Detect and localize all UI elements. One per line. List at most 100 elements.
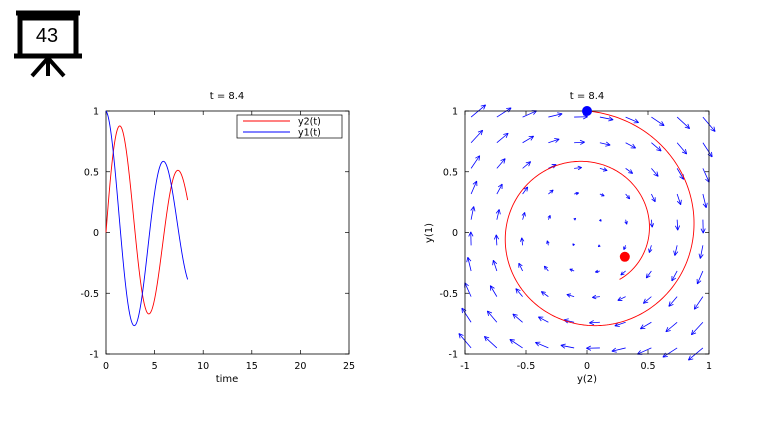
quiver-arrow [665,321,678,333]
chart1-xtick-label: 10 [197,361,209,372]
chart2-xtick-label: 0 [584,361,590,372]
chart1-ytick-label: -1 [90,350,99,361]
quiver-arrow [651,168,659,177]
quiver-arrow [649,219,654,228]
quiver-arrow [642,296,652,304]
quiver-arrow [690,322,704,336]
start-point-dot [582,106,592,116]
chart2-ytick-label: -0.5 [439,289,458,300]
quiver-arrow [574,191,579,196]
quiver-arrow [569,268,575,272]
slide-number: 43 [35,25,59,47]
quiver-arrow [496,107,512,118]
series-y2-line [105,125,189,315]
quiver-arrow [470,129,484,143]
quiver-arrow [573,217,577,221]
quiver-arrow [521,212,526,220]
quiver-arrow [470,155,481,169]
chart2-xtick-label: 1 [706,361,712,372]
quiver-arrow [548,138,560,144]
chart2-ylabel: y(1) [424,223,435,243]
quiver-arrow [625,193,631,200]
quiver-arrow [538,316,549,323]
quiver-arrow [676,142,688,155]
quiver-arrow [522,161,532,169]
quiver-arrow [599,116,614,122]
quiver-arrow [702,193,708,208]
quiver-arrow [624,219,628,225]
quiver-arrow [693,296,704,310]
quiver-arrow [483,336,498,349]
quiver-arrow [496,158,506,169]
quiver-arrow [620,270,626,276]
quiver-arrow [599,193,605,197]
chart1-ytick-label: -0.5 [80,289,99,300]
quiver-arrow [492,259,498,272]
quiver-arrow [617,296,626,301]
chart2-xtick-label: 0.5 [640,361,655,372]
chart2-xlabel: y(2) [577,374,597,385]
quiver-arrow [651,193,656,203]
quiver-arrow [495,209,501,220]
quiver-arrow [599,141,611,147]
quiver-arrow [676,116,691,129]
quiver-arrow [560,343,575,349]
quiver-arrow [696,270,704,285]
quiver-arrow [466,257,472,272]
quiver-arrow [493,234,500,246]
chart2-plot-frame [464,110,710,355]
quiver-arrow [548,112,563,118]
quiver-arrow [625,116,639,124]
quiver-arrow [671,270,678,282]
quiver-arrow [662,347,678,358]
quiver-arrow [518,262,523,272]
quiver-arrow [509,338,523,349]
quiver-arrow [574,165,582,171]
quiver-arrow [702,142,713,158]
quiver-arrow [566,293,575,298]
quiver-arrow [668,296,678,307]
quiver-arrow [522,110,537,118]
quiver-arrow [640,321,652,330]
quiver-arrow [486,310,498,323]
quiver-arrow [515,288,523,297]
quiver-arrow [574,139,585,145]
quiver-arrow [674,219,681,231]
quiver-arrow [548,189,554,195]
chart1-plot-frame [105,110,350,355]
quiver-arrow [535,341,549,349]
chart1-xtick-label: 15 [246,361,258,372]
quiver-field [458,104,716,361]
presentation-screen-icon [14,10,82,78]
chart1-legend: y2(t) y1(t) [236,114,343,139]
quiver-arrow [489,285,498,297]
phase-plane-chart: t = 8.4 -1 -0.5 0 0.5 1 1 0.5 0 -0.5 -1 y(2) y(1… [424,91,716,385]
quiver-arrow [700,219,706,234]
legend-label-y1: y1(t) [298,128,321,139]
current-point-dot [619,251,630,262]
quiver-arrow [540,291,549,297]
quiver-arrow [496,132,509,144]
quiver-arrow [698,245,704,259]
quiver-arrow [586,345,600,351]
series-y1-line [105,110,189,327]
quiver-arrow [702,168,710,183]
quiver-arrow [496,183,503,195]
quiver-arrow [611,347,626,353]
quiver-arrow [637,347,652,355]
quiver-arrow [651,116,665,127]
chart1-xtick-label: 5 [152,361,158,372]
quiver-arrow [623,245,627,250]
quiver-arrow [648,245,653,253]
chart2-xtick-label: -1 [460,361,469,372]
quiver-arrow [512,313,523,323]
quiver-arrow [464,282,472,297]
quiver-arrow [572,243,575,246]
chart1-ytick-label: 1 [93,107,99,118]
quiver-arrow [599,167,608,172]
chart2-ytick-label: 1 [452,107,458,118]
chart1-xtick-label: 20 [294,361,306,372]
chart1-xtick-label: 0 [103,361,109,372]
quiver-arrow [673,245,679,256]
chart1-title: t = 8.4 [210,91,245,102]
